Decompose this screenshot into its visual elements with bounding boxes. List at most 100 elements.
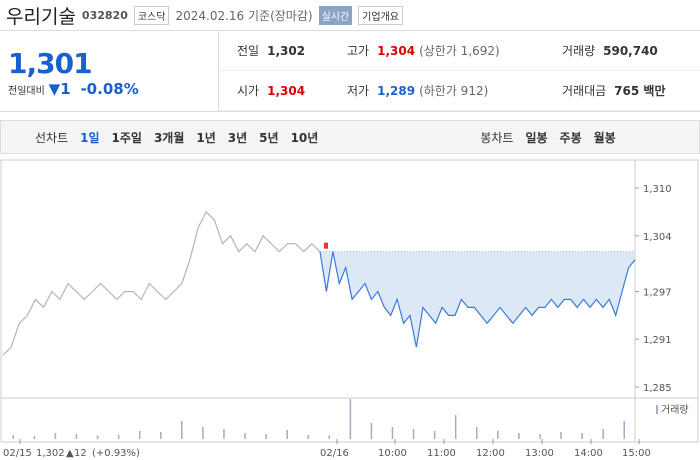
tab[interactable]: 1주일	[111, 130, 142, 145]
tab[interactable]: 3개월	[153, 130, 185, 145]
volume-bar	[223, 429, 225, 439]
header: 우리기술 032820 코스닥 2024.02.16 기준(장마감) 실시간 기…	[0, 0, 700, 31]
volume-bar	[497, 431, 499, 439]
extra: (하한가 912)	[419, 84, 489, 98]
tab[interactable]: 월봉	[593, 130, 616, 145]
y-tick-label: 1,310	[643, 184, 672, 195]
high-marker	[324, 242, 328, 249]
y-tick-label: 1,304	[643, 232, 672, 243]
volume-bar	[117, 434, 120, 439]
tab[interactable]: 주봉	[559, 130, 582, 145]
chart: 1,285 1,291 1,297 1,304 1,310 거래량 02/15 02/16 10…	[0, 159, 699, 459]
summary-row: 전일 1,302 고가 1,304 (상한가 1,692) 거래량 590,740	[219, 31, 700, 71]
value: 1,289	[377, 84, 416, 98]
label: 전일	[237, 44, 260, 58]
x-tick-label: 02/16	[320, 448, 349, 459]
summary-cell: 거래대금 765 백만	[562, 82, 700, 99]
market: 코스닥	[133, 5, 170, 25]
tab[interactable]: 일봉	[525, 130, 548, 145]
value: 590,740	[603, 44, 658, 58]
volume-bar	[138, 431, 141, 439]
summary-grid: 전일 1,302 고가 1,304 (상한가 1,692) 거래량 590,740 시가 1,3…	[219, 31, 700, 111]
summary-cell: 고가 1,304 (상한가 1,692)	[347, 42, 562, 59]
volume-bar	[412, 429, 415, 439]
x-tick-label: 02/15	[3, 448, 32, 459]
line	[2, 210, 321, 356]
x-tick-label: 10:00	[378, 448, 407, 459]
volume-bar	[518, 433, 520, 439]
tab[interactable]: 1일	[80, 130, 100, 145]
change-rate: -0.08%	[80, 80, 139, 98]
volume-bar	[12, 435, 15, 439]
tab[interactable]: 10년	[290, 130, 319, 145]
tab[interactable]: 3년	[227, 130, 248, 145]
quote: 1,301 전일대비 ▼1 -0.08%	[0, 31, 219, 111]
summary-cell: 전일 1,302	[237, 42, 347, 59]
volume-bar	[581, 433, 583, 439]
tab-label: 선차트	[35, 130, 69, 145]
volume-bar	[539, 434, 541, 439]
label: 저가	[347, 84, 370, 98]
summary: 1,301 전일대비 ▼1 -0.08% 전일 1,302 고가 1,304 (상한가 …	[0, 31, 700, 112]
realtime[interactable]: 실시간	[318, 5, 353, 25]
volume-bar	[160, 432, 162, 439]
company[interactable]: 기업개요	[358, 5, 403, 25]
extra: (상한가 1,692)	[419, 44, 500, 58]
summary-cell: 거래량 590,740	[562, 42, 700, 59]
volume-bar	[96, 435, 99, 439]
y-tick-label: 1,297	[643, 287, 672, 298]
volume-bar	[33, 436, 36, 439]
volume-bar	[286, 430, 288, 439]
label: 고가	[347, 44, 370, 58]
label: 거래대금	[562, 84, 607, 98]
volume-bar	[202, 427, 204, 439]
volume-bar	[391, 427, 394, 439]
volume-bar	[328, 435, 331, 439]
volume-bar	[370, 423, 373, 439]
volume-bar	[560, 432, 562, 439]
volume-bar	[602, 429, 604, 439]
code: 032820	[81, 8, 128, 22]
y-tick-label: 1,285	[643, 383, 672, 394]
y-tick-label: 1,291	[643, 335, 672, 346]
footer-value: (+0.93%)	[92, 448, 140, 459]
volume-bar	[265, 434, 267, 439]
tab[interactable]: 5년	[259, 130, 279, 145]
footer-value: 12	[74, 448, 87, 459]
volume-bar	[623, 421, 625, 439]
legend: 거래량	[661, 404, 689, 416]
footer-arrow: ▲	[66, 448, 74, 459]
tab-label: 봉차트	[480, 130, 514, 145]
x-tick-label: 12:00	[476, 448, 505, 459]
tabs: 선차트 1일 1주일 3개월 1년 3년 5년 10년 봉차트 일봉 주봉 월봉	[0, 120, 700, 154]
summary-cell: 저가 1,289 (하한가 912)	[347, 82, 562, 99]
label: 거래량	[562, 44, 596, 58]
label: 시가	[237, 84, 260, 98]
volume-bar	[307, 435, 309, 439]
x-tick-label: 15:00	[622, 448, 651, 459]
value: 1,302	[267, 44, 306, 58]
volume-bar	[454, 415, 457, 439]
x-tick-label: 13:00	[525, 448, 554, 459]
x-tick-label: 11:00	[427, 448, 456, 459]
volume-bar	[181, 421, 183, 439]
volume-bar	[433, 431, 436, 439]
footer-value: 1,302	[36, 448, 65, 459]
x-tick-label: 14:00	[574, 448, 603, 459]
change: 1	[60, 80, 71, 98]
volume-bar	[75, 434, 78, 439]
title: 우리기술	[6, 5, 76, 28]
legend-swatch	[656, 405, 658, 414]
change-label: 전일대비	[8, 86, 45, 97]
volume-bar	[54, 433, 57, 439]
price: 1,301	[8, 47, 93, 80]
value: 1,304	[377, 44, 416, 58]
volume-bar	[349, 399, 352, 439]
area	[320, 251, 635, 348]
volume-bar	[476, 427, 478, 439]
volume-bar	[244, 433, 246, 439]
tab[interactable]: 1년	[196, 130, 216, 145]
summary-row: 시가 1,304 저가 1,289 (하한가 912) 거래대금 765 백만	[219, 71, 700, 111]
value: 765 백만	[614, 84, 666, 98]
